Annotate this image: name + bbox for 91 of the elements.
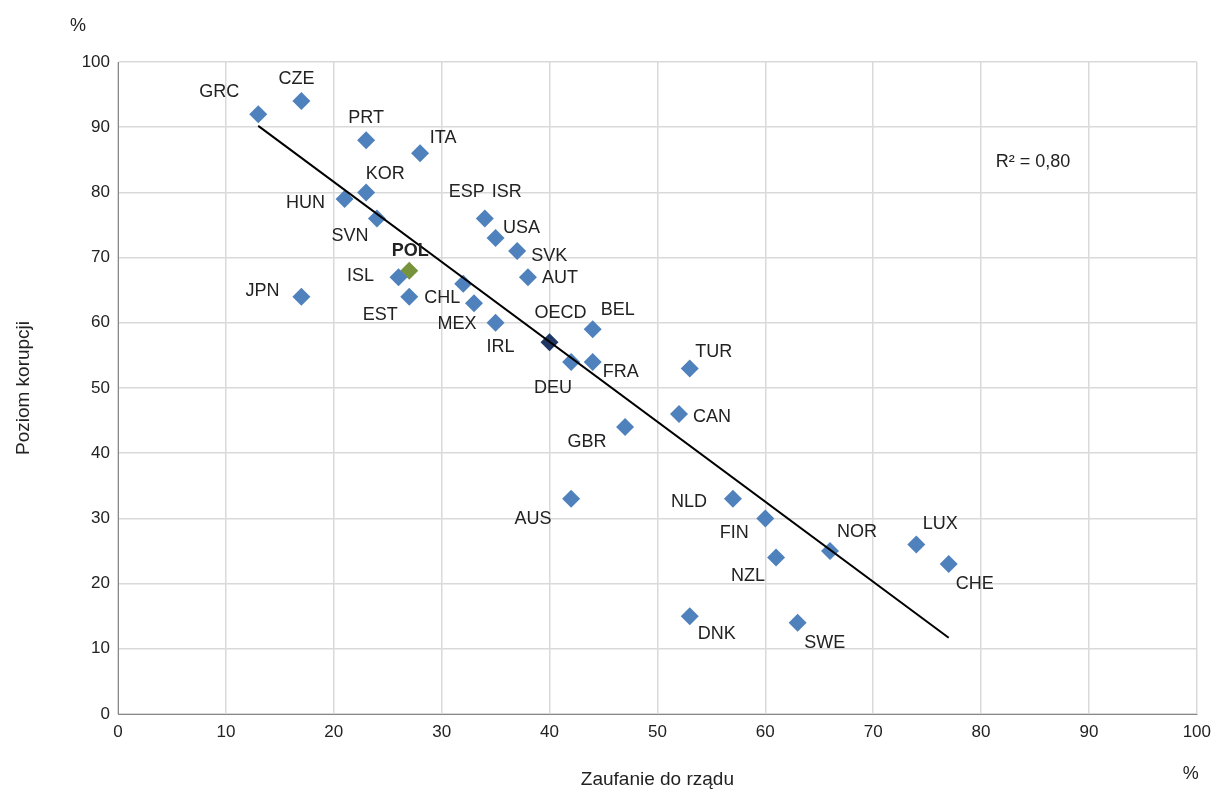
annotation: OECD	[534, 302, 587, 323]
point	[680, 359, 699, 378]
annotation: SVK	[531, 245, 568, 266]
annotation: CHE	[955, 573, 994, 594]
x-tick-label: 70	[863, 721, 883, 741]
x-tick-label: 80	[971, 721, 991, 741]
point	[939, 555, 958, 574]
point	[518, 268, 537, 287]
y-tick-label: 0	[100, 703, 110, 723]
point	[756, 509, 775, 528]
point	[723, 489, 742, 508]
annotation: R² = 0,80	[995, 150, 1071, 171]
point	[562, 489, 581, 508]
point	[508, 242, 527, 261]
x-tick-label: 100	[1182, 721, 1212, 741]
y-tick-label: 100	[81, 51, 110, 71]
point	[292, 92, 311, 111]
point	[475, 209, 494, 228]
point	[357, 131, 376, 150]
point	[680, 607, 699, 626]
point	[583, 320, 602, 339]
annotation: NZL	[731, 565, 766, 586]
annotation: PRT	[348, 107, 384, 128]
x-tick-label: 90	[1079, 721, 1099, 741]
text: %	[69, 14, 87, 35]
x-tick-label: 10	[216, 721, 236, 741]
annotation: ITA	[429, 127, 457, 148]
annotation: ISR	[491, 181, 522, 202]
y-tick-label: 80	[91, 182, 110, 202]
annotation: USA	[503, 217, 541, 238]
point	[583, 352, 602, 371]
annotation: HUN	[286, 191, 326, 212]
annotation: CHL	[424, 286, 461, 307]
x-tick-label: 30	[432, 721, 452, 741]
point	[767, 548, 786, 567]
annotation: BEL	[600, 299, 635, 320]
point	[400, 261, 419, 280]
x-tick-label: 40	[540, 721, 559, 741]
annotation: DEU	[534, 376, 573, 397]
annotation: JPN	[245, 279, 280, 300]
y-tick-label: 90	[91, 116, 110, 136]
annotation: LUX	[922, 513, 958, 534]
y-tick-label: 20	[91, 573, 110, 593]
x-tick-label: 0	[113, 721, 123, 741]
annotation: TUR	[695, 341, 733, 362]
annotation: KOR	[365, 163, 405, 184]
annotation: IRL	[486, 335, 515, 356]
annotation: FIN	[719, 522, 749, 543]
y-tick-label: 70	[91, 247, 110, 267]
point	[788, 613, 807, 632]
x-tick-label: 60	[755, 721, 775, 741]
point	[389, 268, 408, 287]
annotation: DNK	[697, 623, 736, 644]
y-tick-label: 10	[91, 638, 110, 658]
annotation: NLD	[670, 490, 707, 511]
annotation: FRA	[602, 360, 639, 381]
point	[486, 313, 505, 332]
point	[249, 105, 268, 124]
annotation: ESP	[448, 181, 485, 202]
point	[357, 183, 376, 202]
annotation: MEX	[437, 313, 477, 334]
y-tick-label: 40	[91, 442, 110, 462]
point	[292, 287, 311, 306]
point	[400, 287, 419, 306]
text: %	[1182, 762, 1199, 783]
annotation: ISL	[346, 265, 375, 286]
point	[411, 144, 430, 163]
y-tick-label: 60	[91, 312, 110, 332]
y-axis-title: Poziom korupcji	[11, 320, 33, 456]
point	[907, 535, 926, 554]
annotation: GBR	[567, 431, 607, 452]
x-tick-label: 20	[324, 721, 344, 741]
annotation: AUS	[514, 507, 552, 528]
annotation: EST	[362, 303, 398, 324]
point	[486, 229, 505, 248]
annotation: AUT	[541, 267, 578, 288]
annotation: SVN	[331, 225, 369, 246]
point	[335, 189, 354, 208]
x-axis-title: Zaufanie do rządu	[580, 767, 734, 789]
annotation: NOR	[837, 520, 878, 541]
point	[465, 294, 484, 313]
x-tick-label: 50	[647, 721, 667, 741]
annotation: CAN	[692, 406, 731, 427]
annotation: POL	[391, 239, 429, 260]
point	[669, 405, 688, 424]
y-tick-label: 50	[91, 377, 110, 397]
annotation: CZE	[278, 68, 315, 89]
annotation: SWE	[804, 631, 846, 652]
annotation: GRC	[199, 81, 240, 102]
point	[616, 418, 635, 437]
y-tick-label: 30	[91, 508, 110, 528]
